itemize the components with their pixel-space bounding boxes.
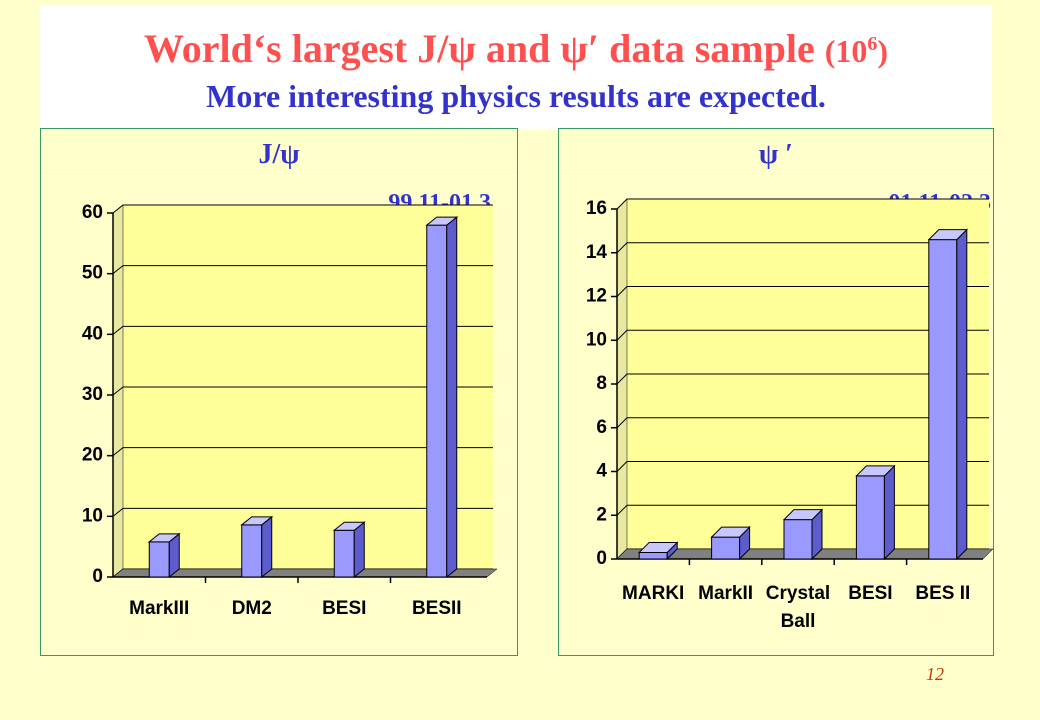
gridline — [112, 507, 493, 517]
gridline — [616, 461, 989, 472]
bar-front — [333, 529, 355, 578]
bar-front — [711, 536, 741, 560]
y-tick-label: 2 — [596, 504, 607, 525]
x-category-label-line: MarkII — [698, 583, 753, 604]
y-tick-label: 0 — [92, 566, 103, 587]
bar-side — [446, 216, 458, 579]
y-tick-label: 16 — [586, 198, 607, 219]
bar-side — [883, 464, 895, 561]
y-tick-label: 4 — [596, 461, 607, 482]
gridline — [112, 204, 493, 214]
bar-front — [241, 524, 263, 578]
x-category-label-line: BES II — [915, 583, 970, 604]
y-tick-label: 30 — [82, 384, 103, 405]
bar-top — [425, 216, 459, 226]
bar-top — [855, 465, 896, 477]
x-category-label: DM2 — [232, 598, 272, 619]
bar-bes-ii — [927, 228, 969, 561]
x-category-label-line: DM2 — [232, 598, 272, 619]
y-tick-label: 40 — [82, 323, 103, 344]
bar-besii — [425, 216, 459, 579]
bar-top — [240, 516, 274, 526]
gridline — [616, 417, 989, 429]
title-band: World‘s largest J/ψ and ψ′ data sample (… — [40, 6, 992, 130]
x-category-label: MARKI — [622, 583, 684, 604]
gridline — [616, 329, 989, 341]
y-tick-label: 20 — [82, 445, 103, 466]
psiprime-panel-header: ψ ′ — [559, 129, 993, 176]
bar-besi — [332, 521, 366, 579]
bar-top — [332, 521, 366, 531]
bar-top — [710, 526, 751, 538]
x-category-label-line: Ball — [781, 611, 816, 632]
bar-side — [956, 228, 968, 561]
psiprime-chart-panel: ψ ′ 01.11-02.3 0246810121416MARKIMarkIIC… — [558, 128, 994, 656]
gridline — [112, 325, 493, 335]
x-category-label: MarkII — [698, 583, 753, 604]
bar-markii — [710, 525, 751, 561]
jpsi-panel-label: J/ψ — [258, 139, 300, 170]
y-tick-label: 0 — [596, 548, 607, 569]
page-number: 12 — [926, 664, 944, 684]
slide-title-main: World‘s largest J/ψ and ψ′ data sample — [143, 26, 815, 71]
slide-title-unit-open: (10 — [824, 33, 868, 69]
x-category-label-line: MARKI — [622, 583, 684, 604]
y-tick-label: 14 — [586, 242, 608, 263]
psiprime-bar-chart: 0 2 4 6 8 10 12 14 16 MARKI MarkII Crystal Ball BESI B… — [586, 198, 994, 632]
bar-dm2 — [240, 515, 274, 579]
slide-title-unit-close: ) — [877, 33, 889, 69]
x-category-label: Crystal Ball — [766, 583, 830, 632]
slide-title-unit-exponent: 6 — [867, 33, 878, 55]
bar-top — [637, 541, 679, 553]
y-tick-label: 10 — [82, 505, 103, 526]
jpsi-panel-header: J/ψ — [41, 129, 517, 176]
gridline — [616, 198, 989, 210]
jpsi-bar-chart: 0 10 20 30 40 50 60 MarkIII DM2 BESI BESII — [82, 202, 498, 619]
bar-besi — [855, 464, 896, 561]
bar-side — [261, 515, 273, 579]
bar-front — [426, 224, 448, 578]
jpsi-chart-panel: J/ψ 99.11-01.3 0 10 20 30 40 50 60 MarkIII DM2 BE… — [40, 128, 518, 656]
bar-top — [927, 229, 969, 241]
gridline — [112, 386, 493, 396]
bar-side — [353, 521, 365, 579]
slide-subtitle: More interesting physics results are exp… — [206, 78, 826, 114]
bar-top — [782, 509, 824, 521]
bar-marki — [637, 541, 679, 561]
x-category-label-line: BESII — [412, 598, 462, 619]
bar-front — [855, 475, 885, 560]
x-category-label: BESI — [848, 583, 892, 604]
bar-front — [148, 541, 170, 578]
bar-front — [783, 519, 813, 560]
x-category-label-line: Crystal — [766, 583, 830, 604]
bar-front — [928, 239, 958, 560]
x-category-label: BES II — [915, 583, 970, 604]
x-category-label-line: BESI — [322, 598, 366, 619]
gridline — [616, 286, 989, 297]
bar-markiii — [147, 532, 181, 579]
bar-top — [147, 533, 181, 543]
y-tick-label: 6 — [596, 417, 607, 438]
bar-front — [638, 551, 668, 560]
y-tick-label: 12 — [586, 286, 607, 307]
x-category-label-line: BESI — [848, 583, 892, 604]
slide-title-unit: (106) — [825, 33, 888, 69]
gridline — [616, 242, 989, 254]
y-tick-label: 50 — [82, 263, 103, 284]
gridline — [112, 265, 493, 275]
gridline — [112, 447, 493, 457]
gridline — [616, 373, 989, 385]
y-tick-label: 8 — [596, 373, 607, 394]
slide-title: World‘s largest J/ψ and ψ′ data sample (… — [40, 20, 992, 75]
x-category-label: BESII — [412, 598, 462, 619]
bar-crystal-ball — [782, 508, 824, 561]
y-tick-label: 10 — [586, 329, 607, 350]
x-category-label: MarkIII — [129, 598, 189, 619]
x-category-label: BESI — [322, 598, 366, 619]
psiprime-panel-label: ψ ′ — [758, 139, 794, 170]
y-tick-label: 60 — [82, 202, 103, 223]
x-category-label-line: MarkIII — [129, 598, 189, 619]
